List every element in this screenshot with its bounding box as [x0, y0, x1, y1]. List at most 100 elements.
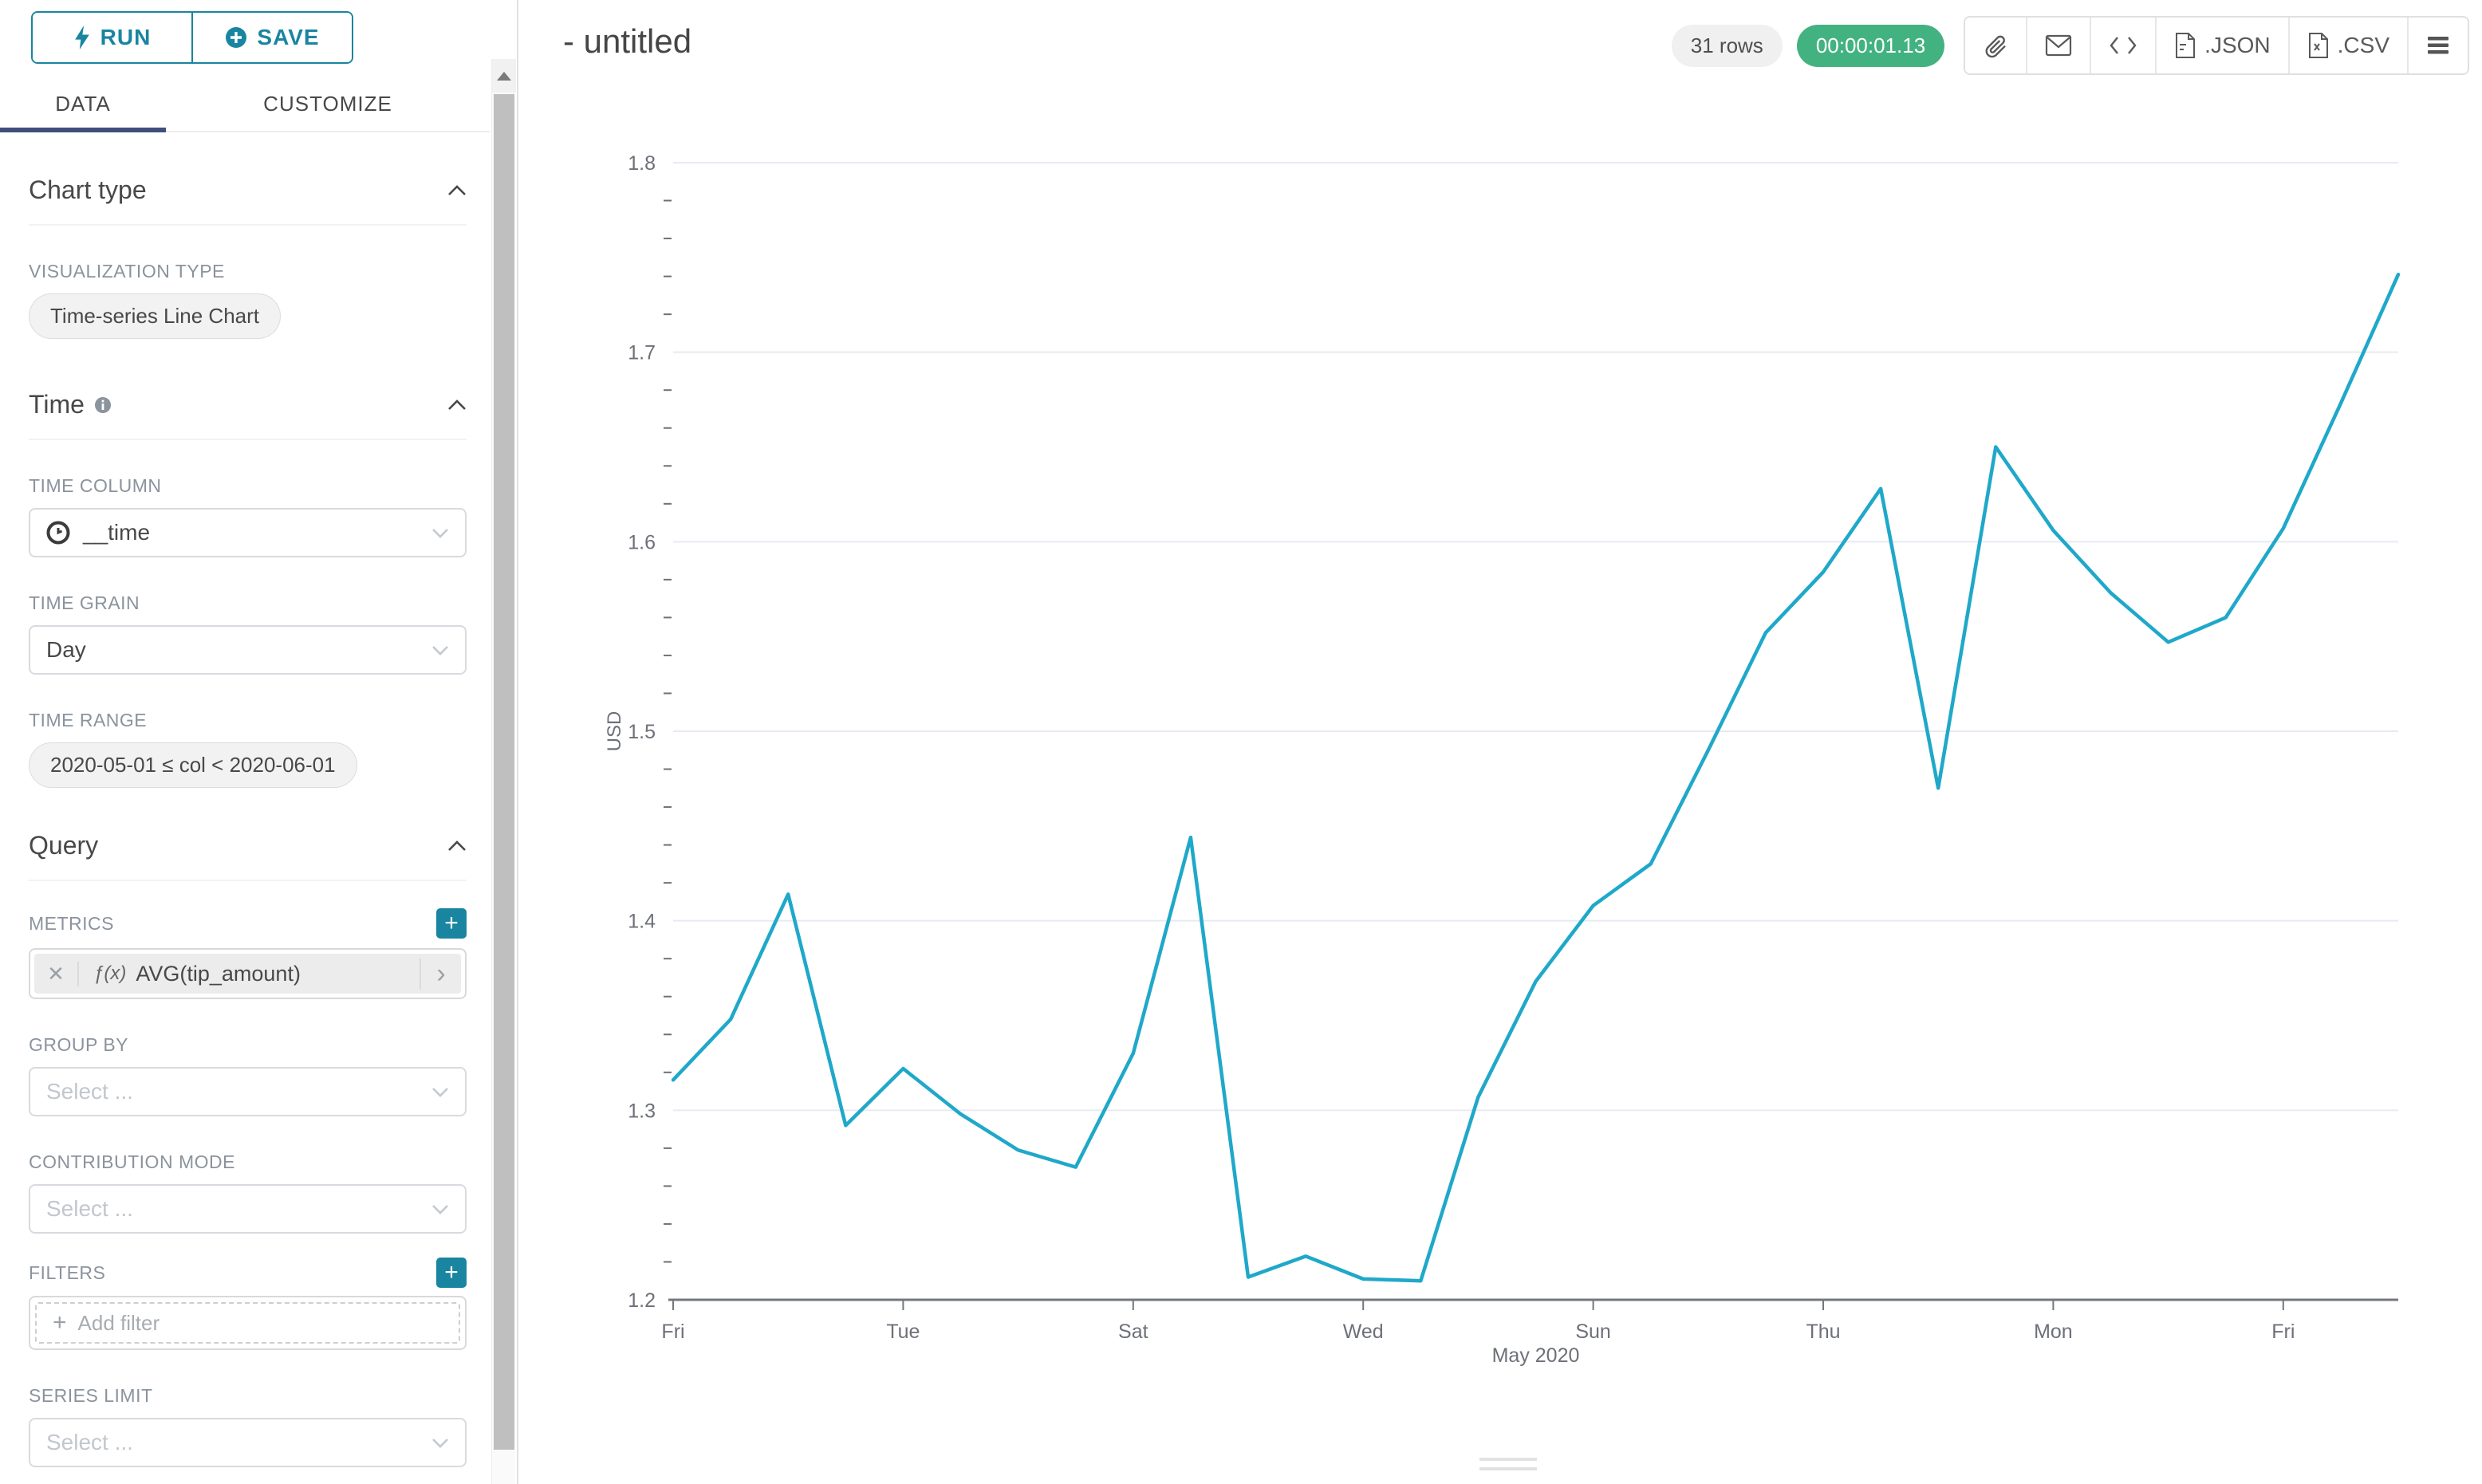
- y-axis-tick-label: 1.8: [628, 152, 656, 175]
- file-csv-icon: [2307, 32, 2330, 59]
- more-options-button[interactable]: [2409, 18, 2468, 73]
- time-grain-select[interactable]: Day: [29, 625, 467, 675]
- copy-link-button[interactable]: [1965, 18, 2028, 73]
- chevron-down-icon: [431, 1204, 449, 1214]
- add-filter-text: Add filter: [77, 1310, 160, 1335]
- filters-container: + Add filter: [29, 1296, 467, 1350]
- chart-header-right: 31 rows 00:00:01.13: [1671, 16, 2469, 75]
- y-axis-tick-label: 1.2: [628, 1289, 656, 1312]
- tab-data-label: DATA: [55, 91, 111, 116]
- x-axis-title: May 2020: [1492, 1344, 1580, 1367]
- viz-type-label: VISUALIZATION TYPE: [29, 261, 225, 281]
- plus-circle-icon: [225, 26, 247, 49]
- time-column-label: TIME COLUMN: [29, 475, 162, 496]
- paperclip-icon: [1983, 33, 2008, 58]
- plus-icon: +: [53, 1309, 67, 1336]
- y-axis-tick-label: 1.3: [628, 1100, 656, 1122]
- sidebar-scrollbar[interactable]: [491, 59, 516, 1484]
- export-csv-label: .CSV: [2337, 33, 2389, 57]
- envelope-icon: [2045, 34, 2072, 57]
- y-axis-tick-label: 1.6: [628, 531, 656, 553]
- chevron-down-icon: [431, 528, 449, 538]
- contribution-mode-placeholder: Select ...: [46, 1196, 133, 1221]
- time-grain-label: TIME GRAIN: [29, 592, 140, 613]
- sidebar-tabs: DATA CUSTOMIZE: [0, 77, 490, 132]
- info-icon: [94, 396, 112, 414]
- metric-chip-label: AVG(tip_amount): [136, 961, 301, 986]
- x-axis-tick-label: Mon: [2034, 1321, 2073, 1343]
- add-filter-button[interactable]: +: [436, 1258, 467, 1288]
- lightning-icon: [73, 26, 91, 49]
- tab-customize[interactable]: CUSTOMIZE: [166, 77, 490, 131]
- save-button-label: SAVE: [257, 25, 320, 49]
- file-json-icon: [2174, 32, 2196, 59]
- run-button[interactable]: RUN: [33, 13, 193, 62]
- section-query-header[interactable]: Query: [29, 788, 467, 881]
- time-column-select[interactable]: __time: [29, 508, 467, 557]
- section-chart-type-title: Chart type: [29, 175, 147, 204]
- chevron-up-icon: [447, 399, 467, 411]
- x-axis-tick-label: Wed: [1343, 1321, 1384, 1343]
- x-axis-tick-label: Tue: [886, 1321, 920, 1343]
- metrics-container: ✕ ƒ(x) AVG(tip_amount) ›: [29, 948, 467, 999]
- time-grain-value: Day: [46, 637, 86, 662]
- remove-metric-icon[interactable]: ✕: [34, 961, 79, 986]
- function-icon: ƒ(x): [93, 962, 127, 984]
- chevron-down-icon: [431, 1087, 449, 1097]
- contribution-mode-select[interactable]: Select ...: [29, 1184, 467, 1234]
- control-panel-sidebar: RUN SAVE DATA CUSTOMIZE: [0, 0, 518, 1484]
- viz-type-pill[interactable]: Time-series Line Chart: [29, 293, 282, 339]
- row-count-badge: 31 rows: [1671, 24, 1783, 67]
- series-limit-placeholder: Select ...: [46, 1430, 133, 1454]
- email-button[interactable]: [2027, 18, 2092, 73]
- code-icon: [2109, 35, 2137, 56]
- run-save-button-group: RUN SAVE: [31, 11, 353, 64]
- control-panel-content: Chart type VISUALIZATION TYPE Time-serie…: [0, 132, 490, 1484]
- export-toolbar: .JSON .CSV: [1964, 16, 2469, 75]
- chevron-down-icon: [431, 645, 449, 655]
- time-column-value: __time: [83, 520, 151, 545]
- y-axis-title: USD: [604, 711, 625, 752]
- section-chart-type-header[interactable]: Chart type: [29, 132, 467, 226]
- add-metric-button[interactable]: +: [436, 908, 467, 939]
- embed-code-button[interactable]: [2091, 18, 2157, 73]
- chart-title[interactable]: - untitled: [563, 22, 692, 60]
- hamburger-menu-icon: [2426, 36, 2450, 55]
- filters-label: FILTERS: [29, 1262, 106, 1283]
- chart-area: - untitled 31 rows 00:00:01.13: [518, 0, 2482, 1484]
- scrollbar-up-button[interactable]: [492, 59, 516, 93]
- time-range-pill[interactable]: 2020-05-01 ≤ col < 2020-06-01: [29, 742, 357, 788]
- add-filter-dropzone[interactable]: + Add filter: [35, 1302, 460, 1344]
- x-axis-tick-label: Sun: [1575, 1321, 1610, 1343]
- series-limit-select[interactable]: Select ...: [29, 1418, 467, 1467]
- chevron-down-icon: [431, 1438, 449, 1448]
- export-csv-button[interactable]: .CSV: [2289, 18, 2409, 73]
- time-range-label: TIME RANGE: [29, 710, 148, 730]
- save-button[interactable]: SAVE: [193, 13, 352, 62]
- metric-chip[interactable]: ✕ ƒ(x) AVG(tip_amount) ›: [34, 954, 461, 994]
- run-button-label: RUN: [100, 25, 152, 49]
- caret-right-icon[interactable]: ›: [420, 958, 461, 990]
- chart-line[interactable]: [671, 272, 2401, 1283]
- chevron-up-icon: [447, 184, 467, 196]
- section-time-header[interactable]: Time: [29, 339, 467, 440]
- triangle-up-icon: [497, 71, 511, 81]
- export-json-button[interactable]: .JSON: [2157, 18, 2290, 73]
- contribution-mode-label: CONTRIBUTION MODE: [29, 1151, 235, 1172]
- x-axis-tick-label: Fri: [661, 1321, 684, 1343]
- chevron-up-icon: [447, 840, 467, 852]
- group-by-select[interactable]: Select ...: [29, 1067, 467, 1116]
- series-limit-label: SERIES LIMIT: [29, 1385, 153, 1406]
- clock-icon: [46, 521, 70, 545]
- x-axis-tick-label: Fri: [2271, 1321, 2295, 1343]
- scrollbar-thumb[interactable]: [494, 94, 514, 1450]
- section-time-title: Time: [29, 390, 85, 419]
- query-duration-badge: 00:00:01.13: [1796, 24, 1945, 67]
- metrics-label: METRICS: [29, 912, 114, 934]
- panel-resize-handle[interactable]: [1479, 1458, 1537, 1470]
- tab-data[interactable]: DATA: [0, 77, 166, 132]
- x-axis-tick-label: Sat: [1118, 1321, 1148, 1343]
- chart-svg: 1.2 1.3 1.4 1.5 1.6 1.7 1.8 Fri Tue Sat Wed Sun Thu M…: [604, 152, 2401, 1367]
- export-json-label: .JSON: [2204, 33, 2271, 57]
